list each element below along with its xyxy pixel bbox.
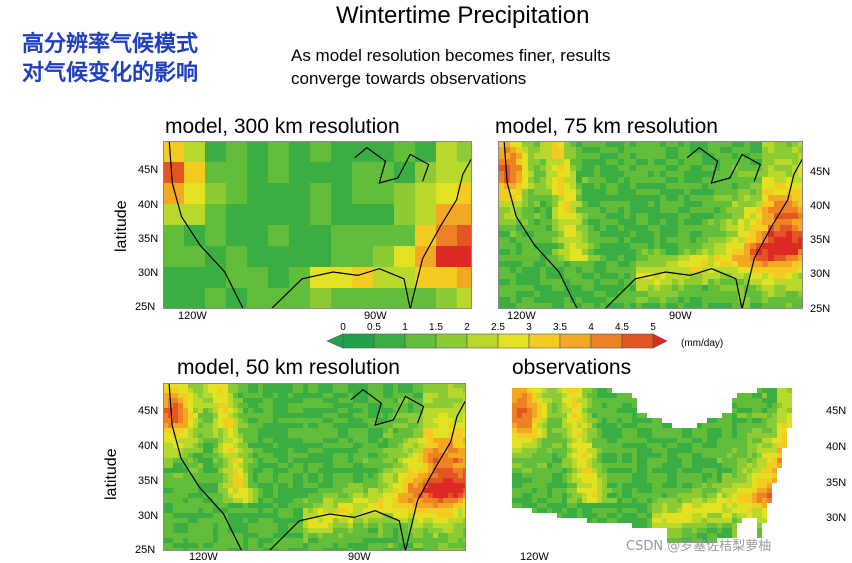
- lat-tick: 45N: [826, 405, 847, 417]
- lon-tick: 90W: [364, 310, 387, 322]
- lat-tick: 25N: [135, 544, 156, 556]
- lat-tick: 35N: [138, 475, 159, 487]
- lat-tick: 30N: [138, 510, 159, 522]
- subtitle-line-1: As model resolution becomes finer, resul…: [291, 46, 611, 65]
- colorbar-bin: [590, 333, 623, 349]
- colorbar-bin: [466, 333, 499, 349]
- subtitle: As model resolution becomes finer, resul…: [291, 44, 610, 90]
- panel-title-75km: model, 75 km resolution: [495, 115, 718, 138]
- main-title: Wintertime Precipitation: [336, 2, 590, 29]
- coastline-gulf: [268, 510, 406, 551]
- panel-title-observations: observations: [512, 356, 632, 379]
- watermark: CSDN @罗塞佐桔梨萝柚: [626, 539, 772, 554]
- coastline-east: [404, 399, 466, 551]
- colorbar-tick: 2.5: [491, 322, 505, 333]
- lat-tick: 45N: [138, 164, 159, 176]
- lon-tick: 120W: [178, 310, 207, 322]
- colorbar-tick: 2: [464, 322, 470, 333]
- chinese-title-line-2: 对气候变化的影响: [22, 61, 199, 86]
- colorbar-tick: 0.5: [367, 322, 381, 333]
- panel-title-300km: model, 300 km resolution: [165, 115, 400, 138]
- coastline-west: [168, 141, 244, 309]
- colorbar-bin: [435, 333, 468, 349]
- colorbar-tick: 1.5: [429, 322, 443, 333]
- colorbar-tick: 5: [650, 322, 656, 333]
- lon-tick: 120W: [507, 310, 536, 322]
- great-lakes-outline: [350, 388, 425, 426]
- great-lakes-outline: [354, 146, 430, 184]
- map-300km: [163, 141, 472, 309]
- great-lakes-outline: [686, 146, 762, 184]
- colorbar-bin: [373, 333, 406, 349]
- map-frame: [163, 141, 472, 309]
- colorbar-bin: [342, 333, 375, 349]
- lon-tick: 90W: [348, 551, 371, 563]
- lat-tick: 25N: [810, 303, 831, 315]
- colorbar-tick: 3.5: [553, 322, 567, 333]
- coastline-west: [168, 383, 243, 551]
- lat-tick: 40N: [138, 440, 159, 452]
- colorbar-min-arrow: [326, 333, 344, 349]
- colorbar-max-arrow: [652, 333, 668, 349]
- chinese-title-line-1: 高分辨率气候模式: [22, 32, 199, 57]
- lat-tick: 30N: [826, 512, 847, 524]
- colorbar-tick: 4: [588, 322, 594, 333]
- map-frame: [498, 141, 803, 309]
- colorbar: 0 0.5 1 1.5 2 2.5 3 3.5 4 4.5 5: [323, 318, 673, 354]
- colorbar-bin: [559, 333, 592, 349]
- colorbar-unit: (mm/day): [681, 338, 724, 349]
- map-observations: [512, 383, 821, 551]
- lat-tick: 45N: [810, 166, 831, 178]
- map-observations-canvas: [512, 388, 792, 543]
- colorbar-tick: 4.5: [615, 322, 629, 333]
- coastline-gulf: [270, 268, 411, 309]
- colorbar-tick: 3: [526, 322, 532, 333]
- lat-tick: 45N: [138, 405, 159, 417]
- lat-tick: 35N: [826, 477, 847, 489]
- coastline-gulf: [604, 268, 743, 309]
- map-frame: [163, 383, 466, 551]
- lon-tick: 90W: [669, 310, 692, 322]
- lat-tick: 35N: [810, 234, 831, 246]
- lon-tick: 120W: [189, 551, 218, 563]
- coastline-east: [741, 157, 803, 309]
- lat-tick: 30N: [810, 268, 831, 280]
- colorbar-bin: [404, 333, 437, 349]
- lat-tick: 40N: [138, 199, 159, 211]
- map-300km-canvas: [163, 141, 472, 309]
- colorbar-canvas: 0 0.5 1 1.5 2 2.5 3 3.5 4 4.5 5: [326, 322, 668, 349]
- colorbar-bin: [497, 333, 530, 349]
- colorbar-tick: 1: [402, 322, 408, 333]
- lat-tick: 40N: [826, 441, 847, 453]
- panel-title-50km: model, 50 km resolution: [177, 356, 400, 379]
- latitude-label-bottom: latitude: [103, 448, 120, 500]
- colorbar-bin: [621, 333, 654, 349]
- lat-tick: 35N: [138, 233, 159, 245]
- map-75km-canvas: [498, 141, 803, 309]
- map-50km-canvas: [163, 383, 466, 551]
- chinese-title: 高分辨率气候模式 对气候变化的影响: [22, 30, 198, 88]
- lat-tick: 40N: [810, 200, 831, 212]
- coastline-east: [409, 157, 472, 309]
- lon-tick: 120W: [520, 551, 549, 563]
- lat-tick: 30N: [138, 267, 159, 279]
- lat-tick: 25N: [135, 301, 156, 313]
- subtitle-line-2: converge towards observations: [291, 69, 527, 88]
- coastline-west: [503, 141, 578, 309]
- map-75km: [498, 141, 803, 309]
- map-50km: [163, 383, 466, 551]
- colorbar-tick: 0: [340, 322, 346, 333]
- latitude-label-top: latitude: [113, 200, 130, 252]
- colorbar-bin: [528, 333, 561, 349]
